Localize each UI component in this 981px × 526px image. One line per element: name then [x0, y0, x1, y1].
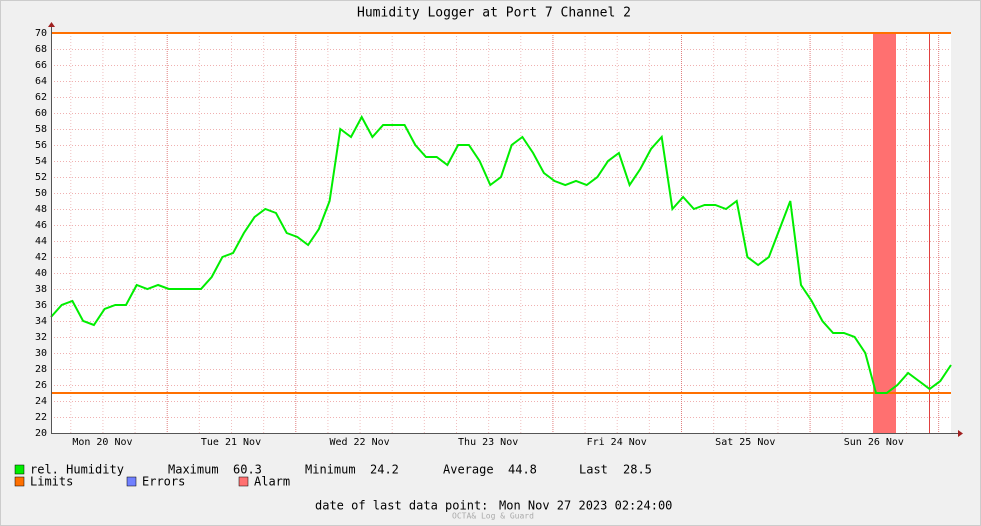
legend-label: Limits — [30, 475, 73, 489]
y-tick-label: 30 — [35, 348, 47, 359]
legend-swatch — [14, 476, 25, 487]
legend-swatch — [14, 464, 25, 475]
y-tick-label: 50 — [35, 188, 47, 199]
stat-label: Maximum — [168, 463, 219, 477]
x-tick-label: Tue 21 Nov — [201, 437, 261, 448]
y-arrow — [48, 22, 55, 27]
footer-label: date of last data point: — [315, 499, 488, 513]
y-tick-label: 36 — [35, 300, 47, 311]
stat-value: 44.8 — [508, 463, 537, 477]
y-tick-label: 70 — [35, 28, 47, 39]
x-arrow — [958, 430, 963, 437]
y-tick-label: 38 — [35, 284, 47, 295]
marks — [50, 32, 952, 394]
y-tick-label: 54 — [35, 156, 47, 167]
y-tick-label: 52 — [35, 172, 47, 183]
y-tick-label: 48 — [35, 204, 47, 215]
stat-value: 60.3 — [233, 463, 262, 477]
y-tick-label: 46 — [35, 220, 47, 231]
y-tick-label: 26 — [35, 380, 47, 391]
y-tick-label: 68 — [35, 44, 47, 55]
labels: 20 22 24 26 28 30 32 34 36 38 40 42 44 46 48 50 52 54 56 58… — [14, 28, 904, 489]
y-tick-label: 44 — [35, 236, 47, 247]
y-tick-label: 62 — [35, 92, 47, 103]
alarm-band — [873, 33, 896, 433]
stat-label: Average — [443, 463, 494, 477]
y-tick-label: 42 — [35, 252, 47, 263]
y-tick-label: 60 — [35, 108, 47, 119]
y-tick-label: 56 — [35, 140, 47, 151]
watermark: OCTA& Log & Guard — [452, 512, 534, 521]
legend-label: Alarm — [254, 475, 290, 489]
stat-label: Last — [579, 463, 608, 477]
x-tick-label: Sun 26 Nov — [844, 437, 904, 448]
y-tick-label: 22 — [35, 412, 47, 423]
stat-value: 24.2 — [370, 463, 399, 477]
y-tick-label: 40 — [35, 268, 47, 279]
y-tick-label: 66 — [35, 60, 47, 71]
chart-title: Humidity Logger at Port 7 Channel 2 — [357, 6, 631, 21]
legend-swatch — [126, 476, 137, 487]
x-tick-label: Wed 22 Nov — [329, 437, 389, 448]
plot-area — [51, 33, 951, 433]
data-line — [50, 114, 952, 394]
y-tick-label: 28 — [35, 364, 47, 375]
y-tick-label: 64 — [35, 76, 47, 87]
x-tick-label: Fri 24 Nov — [587, 437, 647, 448]
x-tick-label: Sat 25 Nov — [715, 437, 775, 448]
y-tick-label: 58 — [35, 124, 47, 135]
y-tick-label: 20 — [35, 428, 47, 439]
stat-value: 28.5 — [623, 463, 652, 477]
legend-swatch — [238, 476, 249, 487]
x-tick-label: Mon 20 Nov — [72, 437, 132, 448]
y-tick-label: 32 — [35, 332, 47, 343]
footer-value: Mon Nov 27 2023 02:24:00 — [499, 499, 672, 513]
x-tick-label: Thu 23 Nov — [458, 437, 518, 448]
legend-label: Errors — [142, 475, 185, 489]
y-tick-label: 24 — [35, 396, 47, 407]
legend-label: rel. Humidity — [30, 463, 124, 477]
y-tick-label: 34 — [35, 316, 47, 327]
stat-label: Minimum — [305, 463, 356, 477]
